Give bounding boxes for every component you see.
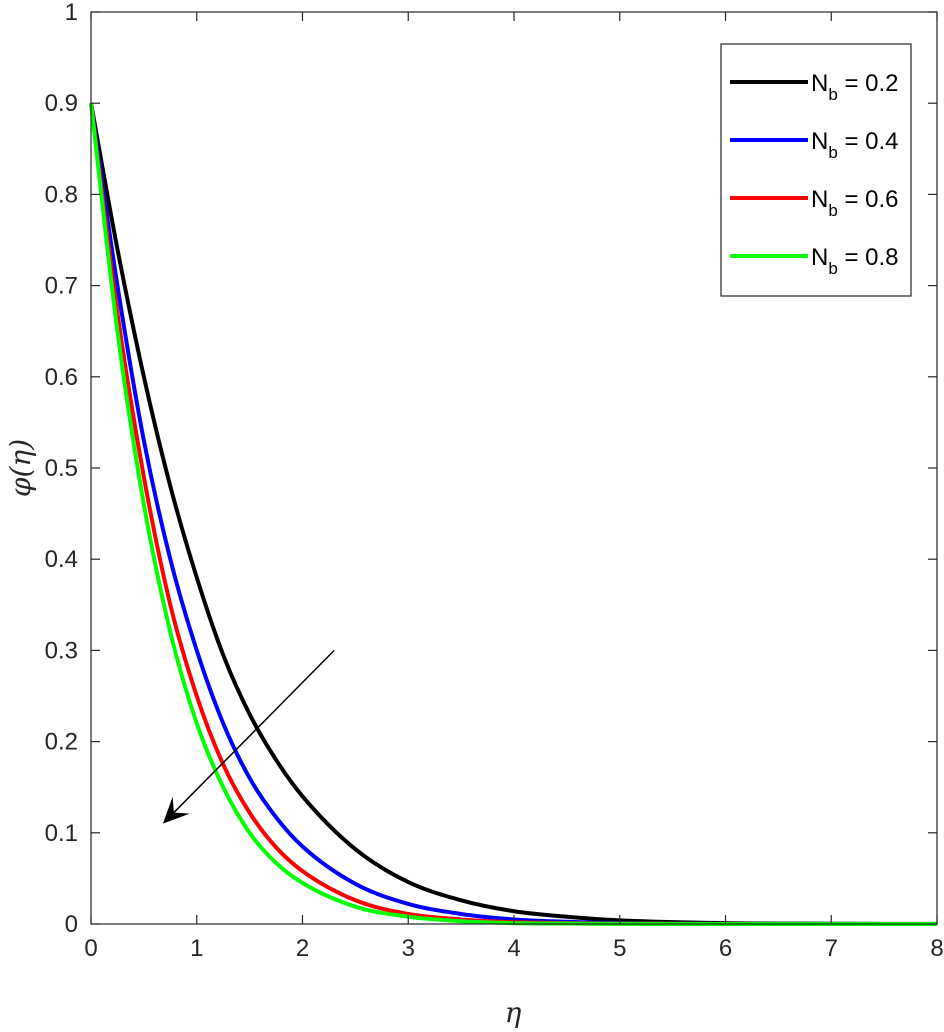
legend-label: Nb = 0.4: [811, 128, 899, 162]
legend-label: Nb = 0.6: [811, 186, 899, 220]
legend-label: Nb = 0.2: [811, 70, 899, 104]
x-tick-label: 4: [507, 935, 520, 962]
legend-entry-2: Nb = 0.4: [730, 128, 899, 162]
y-tick-label: 0.7: [45, 273, 78, 300]
y-tick-label: 0.2: [45, 729, 78, 756]
x-tick-label: 2: [296, 935, 309, 962]
axes-layer: 0 1 2 3 4 5 6 7 8 0 0.1 0.2 0.3 0.4 0.5 0.6 0.7 0.8 0.9 1: [45, 0, 944, 962]
annotation-arrow-head: [162, 796, 190, 824]
x-axis-label: η: [505, 996, 522, 1029]
legend-label: Nb = 0.8: [811, 244, 899, 278]
x-tick-label: 6: [719, 935, 732, 962]
legend: Nb = 0.2 Nb = 0.4 Nb = 0.6 Nb = 0.8: [720, 43, 912, 297]
x-tick-label: 5: [613, 935, 626, 962]
y-tick-label: 1: [65, 0, 78, 26]
annotation-arrow-shaft: [173, 649, 335, 814]
legend-entry-4: Nb = 0.8: [730, 244, 899, 278]
y-tick-label: 0.4: [45, 546, 78, 573]
y-tick-label: 0.5: [45, 455, 78, 482]
x-tick-label: 7: [825, 935, 838, 962]
legend-entry-3: Nb = 0.6: [730, 186, 899, 220]
y-tick-label: 0.9: [45, 90, 78, 117]
x-tick-label: 1: [190, 935, 203, 962]
x-tick-label: 3: [402, 935, 415, 962]
x-tick-label: 8: [930, 935, 943, 962]
annotation-layer: [162, 649, 335, 824]
x-tick-label: 0: [84, 935, 97, 962]
y-axis-label: φ(η): [4, 439, 37, 497]
y-tick-label: 0.8: [45, 181, 78, 208]
y-tick-label: 0.1: [45, 820, 78, 847]
y-tick-label: 0.6: [45, 364, 78, 391]
legend-entry-1: Nb = 0.2: [730, 70, 899, 104]
y-tick-label: 0: [65, 911, 78, 938]
y-tick-label: 0.3: [45, 637, 78, 664]
